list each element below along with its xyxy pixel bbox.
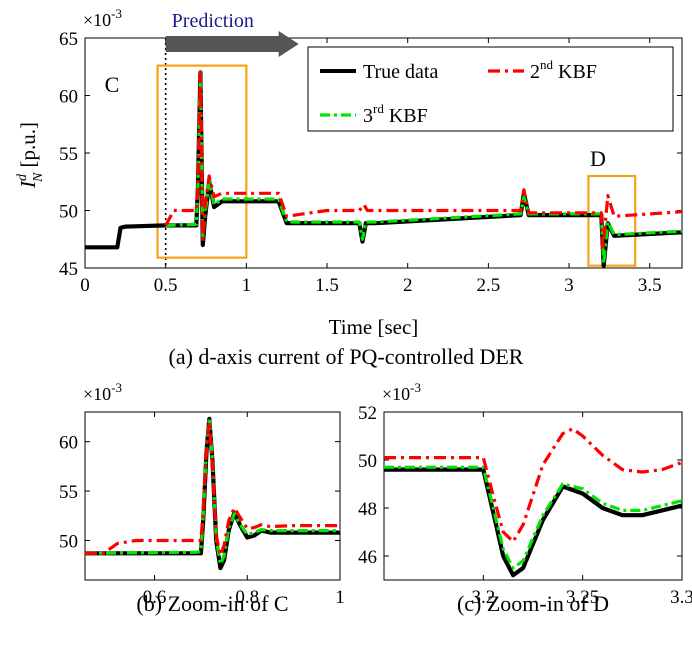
- legend-label: 2nd KBF: [530, 57, 597, 83]
- x-tick-label: 3.5: [638, 275, 662, 296]
- scale-factor: ×10-3: [83, 6, 122, 30]
- y-tick-label: 55: [59, 144, 78, 165]
- x-tick-label: 0.5: [154, 275, 178, 296]
- y-axis-label: IdN [p.u.]: [15, 122, 46, 189]
- y-tick-label: 46: [358, 547, 377, 568]
- series-2nd-kbf: [85, 420, 340, 557]
- x-tick-label: 1: [242, 275, 252, 296]
- legend-label: True data: [363, 61, 438, 83]
- y-tick-label: 60: [59, 87, 78, 108]
- x-tick-label: 0: [80, 275, 90, 296]
- scale-factor: ×10-3: [382, 380, 421, 404]
- zoom-box-d: [587, 174, 637, 267]
- annotation-d: D: [590, 146, 606, 171]
- plot-frame: [383, 411, 683, 581]
- legend-label-suffix: KBF: [553, 61, 597, 83]
- x-tick-label: 3: [564, 275, 574, 296]
- x-tick-label: 0.8: [235, 587, 259, 608]
- x-tick-label: 3.25: [566, 587, 599, 608]
- scale-exponent: -3: [111, 6, 122, 21]
- caption-c: (c) Zoom-in of D: [457, 591, 609, 616]
- panel-a: 0 0.5 1 1.5 2 2.5 3 3.5 45 50 55 60 65×10-3 Predictio…: [15, 6, 683, 369]
- scale-exponent: -3: [111, 380, 122, 395]
- y-tick-label: 50: [59, 202, 78, 223]
- x-tick-label: 0.6: [143, 587, 167, 608]
- legend-box: [307, 46, 674, 132]
- x-axis-label: Time [sec]: [329, 315, 419, 339]
- annotation-c: C: [105, 72, 120, 97]
- zoom-box-c: [156, 64, 248, 259]
- x-tick-label: 1.5: [315, 275, 339, 296]
- x-tick-label: 2: [403, 275, 413, 296]
- y-tick-label: 50: [59, 531, 78, 552]
- series-3rd-kbf: [384, 465, 682, 570]
- x-tick-label: 3.2: [471, 587, 495, 608]
- y-tick-label: 48: [358, 499, 377, 520]
- series-true-data: [384, 467, 682, 578]
- caption-b: (b) Zoom-in of C: [136, 591, 288, 616]
- legend-label: 3rd KBF: [363, 101, 428, 127]
- legend-label-main: True data: [363, 61, 438, 83]
- x-tick-label: 1: [335, 587, 345, 608]
- plot-frame: [84, 411, 341, 581]
- panel-b: 0.6 0.8 1 50 55 60 ×10-3 (b) Zoom-in of C: [59, 380, 345, 616]
- series-2nd-kbf: [384, 427, 682, 544]
- legend-label-sup: rd: [373, 101, 384, 116]
- scale-exponent: -3: [410, 380, 421, 395]
- y-tick-label: 52: [358, 403, 377, 424]
- caption-a: (a) d-axis current of PQ-controlled DER: [169, 344, 524, 369]
- legend-label-main: 2: [530, 61, 540, 83]
- y-tick-label: 60: [59, 433, 78, 454]
- x-tick-label: 2.5: [477, 275, 501, 296]
- legend-label-sup: nd: [540, 57, 554, 72]
- series-2nd-kbf: [164, 70, 682, 252]
- legend-label-main: 3: [363, 105, 373, 127]
- scale-factor: ×10-3: [83, 380, 122, 404]
- y-tick-label: 55: [59, 482, 78, 503]
- x-tick-label: 3.3: [670, 587, 692, 608]
- y-tick-label: 50: [358, 451, 377, 472]
- prediction-label: Prediction: [172, 10, 254, 32]
- legend-label-suffix: KBF: [384, 105, 428, 127]
- y-tick-label: 65: [59, 29, 78, 50]
- panel-c: 3.2 3.25 3.3 46 48 50 52×10-3 (c) Zoom-in of D: [358, 380, 692, 616]
- prediction-arrow: [165, 31, 299, 57]
- y-tick-label: 45: [59, 259, 78, 280]
